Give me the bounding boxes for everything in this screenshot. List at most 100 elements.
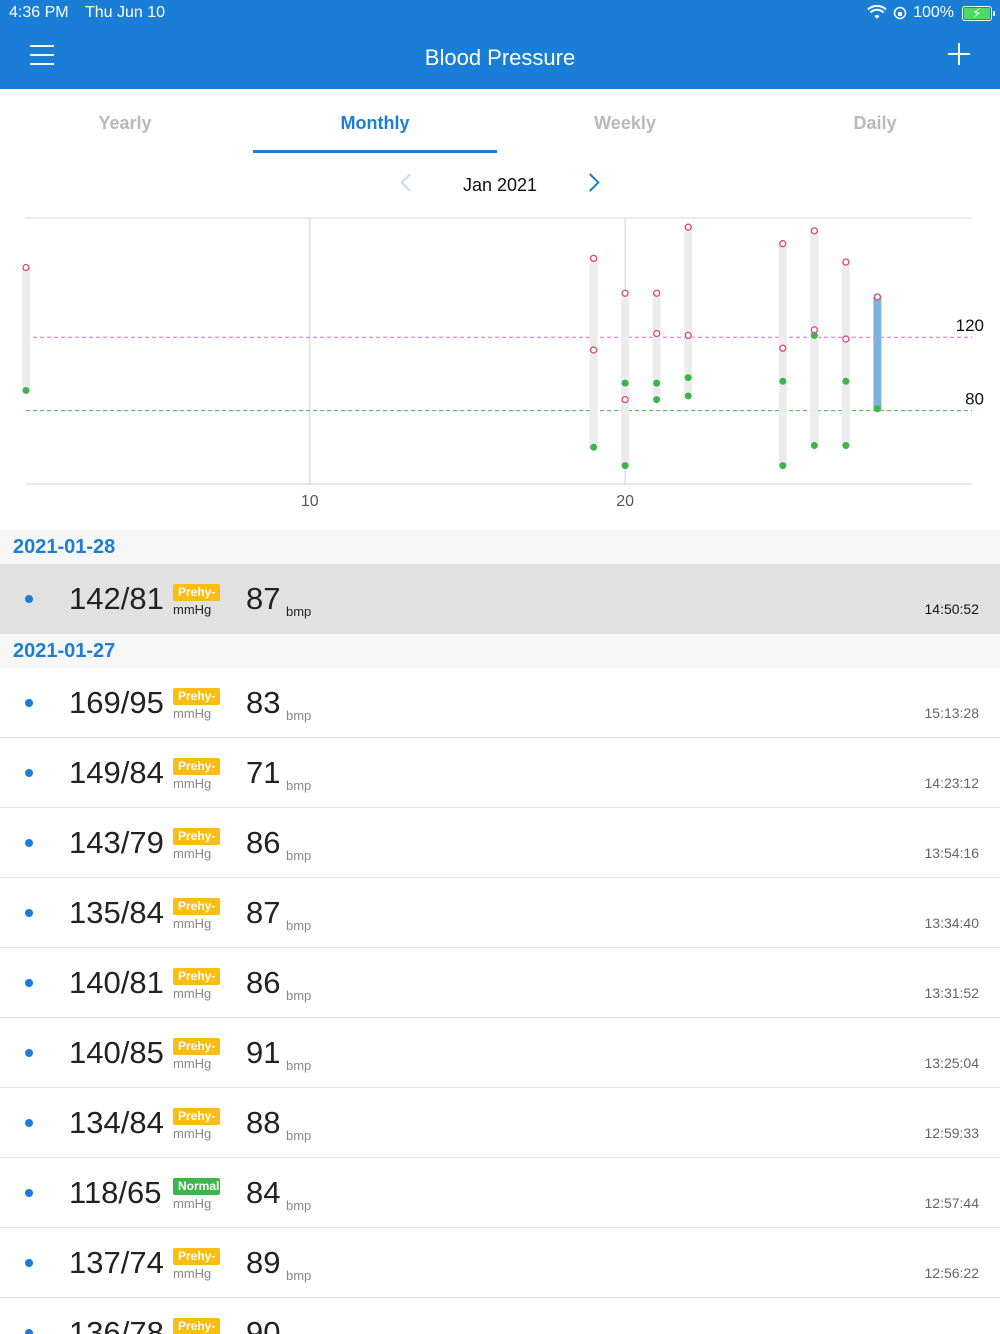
category-badge: Normal bbox=[173, 1178, 220, 1195]
bullet-dot-icon bbox=[25, 1049, 33, 1057]
chart-range-bar bbox=[684, 227, 693, 396]
reading-row[interactable]: 149/84 Prehy-mmHg 71 bmp 14:23:12 bbox=[0, 738, 1000, 808]
bp-value: 118/65 bbox=[69, 1175, 162, 1210]
chart-range-bar bbox=[873, 296, 882, 409]
category-badge: Prehy- bbox=[173, 688, 220, 705]
bp-value: 136/78 bbox=[69, 1315, 164, 1334]
reading-time: 13:25:04 bbox=[924, 1055, 980, 1071]
pulse-value: 86 bbox=[246, 825, 281, 860]
reading-row[interactable]: 140/81 Prehy-mmHg 86 bmp 13:31:52 bbox=[0, 948, 1000, 1018]
bullet-dot-icon bbox=[25, 909, 33, 917]
chart-range-bar bbox=[22, 267, 30, 391]
chart-reference-label: 120 bbox=[956, 316, 984, 335]
reading-time: 13:31:52 bbox=[924, 985, 980, 1001]
chart-range-bar bbox=[841, 262, 850, 446]
pulse-unit: bmp bbox=[286, 988, 312, 1003]
hamburger-icon[interactable] bbox=[30, 45, 54, 67]
section-date-header: 2021-01-27 bbox=[0, 634, 1000, 668]
tab-daily[interactable]: Daily bbox=[853, 113, 897, 133]
status-time: 4:36 PM bbox=[9, 4, 69, 21]
chart-systolic-point bbox=[873, 293, 882, 301]
category-badge: Prehy- bbox=[173, 1318, 220, 1334]
chart-diastolic-point bbox=[653, 379, 661, 387]
chart-x-tick-label: 10 bbox=[301, 493, 319, 510]
chart-diastolic-point bbox=[590, 443, 598, 451]
bp-unit: mmHg bbox=[173, 1196, 212, 1211]
bp-unit: mmHg bbox=[173, 846, 212, 861]
pulse-unit: bmp bbox=[286, 848, 312, 863]
chart-diastolic-point bbox=[779, 377, 787, 385]
reading-row[interactable]: 169/95 Prehy-mmHg 83 bmp 15:13:28 bbox=[0, 668, 1000, 738]
section-date-header: 2021-01-28 bbox=[0, 530, 1000, 564]
pulse-value: 90 bbox=[246, 1315, 281, 1334]
bullet-dot-icon bbox=[25, 769, 33, 777]
reading-time: 13:34:40 bbox=[924, 915, 980, 931]
bp-value: 142/81 bbox=[69, 581, 164, 616]
pulse-value: 88 bbox=[246, 1105, 281, 1140]
pulse-value: 84 bbox=[246, 1175, 281, 1210]
reading-row[interactable]: 137/74 Prehy-mmHg 89 bmp 12:56:22 bbox=[0, 1228, 1000, 1298]
tab-weekly[interactable]: Weekly bbox=[594, 113, 656, 133]
chart-diastolic-point bbox=[779, 462, 787, 470]
pulse-value: 86 bbox=[246, 965, 281, 1000]
pulse-value: 87 bbox=[246, 895, 281, 930]
bp-value: 143/79 bbox=[69, 825, 164, 860]
top-bar: 4:36 PM Thu Jun 10 100% ⚡ Blood Pressure bbox=[0, 0, 1000, 89]
category-badge: Prehy- bbox=[173, 898, 220, 915]
month-label: Jan 2021 bbox=[462, 175, 538, 195]
chart-diastolic-point bbox=[621, 462, 629, 470]
reading-row[interactable]: 135/84 Prehy-mmHg 87 bmp 13:34:40 bbox=[0, 878, 1000, 948]
pulse-unit: bmp bbox=[286, 1128, 312, 1143]
period-tabs: Yearly Monthly Weekly Daily bbox=[0, 89, 1000, 155]
reading-row[interactable]: 118/65 Normal mmHg 84 bmp 12:57:44 bbox=[0, 1158, 1000, 1228]
pulse-value: 87 bbox=[246, 581, 281, 616]
reading-row[interactable]: 142/81 Prehy-mmHg 87 bmp 14:50:52 bbox=[0, 564, 1000, 634]
status-right: 100% ⚡ bbox=[867, 4, 995, 22]
wifi-icon bbox=[867, 5, 887, 19]
chart-systolic-point bbox=[810, 326, 818, 334]
status-bar: 4:36 PM Thu Jun 10 100% ⚡ bbox=[0, 4, 1000, 24]
bp-unit: mmHg bbox=[173, 1056, 212, 1071]
chart-systolic-point bbox=[684, 331, 692, 340]
bp-unit: mmHg bbox=[173, 776, 212, 791]
reading-row[interactable]: 140/85 Prehy-mmHg 91 bmp 13:25:04 bbox=[0, 1018, 1000, 1088]
bullet-dot-icon bbox=[25, 595, 33, 603]
chart-range-bar bbox=[652, 293, 661, 400]
battery-percent: 100% bbox=[913, 4, 954, 21]
pulse-value: 83 bbox=[246, 685, 281, 720]
chart-systolic-point bbox=[810, 227, 818, 235]
chart-diastolic-point bbox=[653, 396, 661, 404]
category-badge: Prehy- bbox=[173, 1108, 220, 1125]
bp-value: 169/95 bbox=[69, 685, 164, 720]
chart-systolic-point bbox=[589, 346, 598, 354]
reading-time: 12:57:44 bbox=[924, 1195, 980, 1211]
tab-yearly[interactable]: Yearly bbox=[98, 113, 152, 133]
chart-systolic-point bbox=[589, 254, 598, 263]
reading-row[interactable]: 134/84 Prehy-mmHg 88 bmp 12:59:33 bbox=[0, 1088, 1000, 1158]
chart-diastolic-point bbox=[621, 379, 629, 387]
bullet-dot-icon bbox=[25, 979, 33, 987]
category-badge: Prehy- bbox=[173, 758, 220, 775]
bp-unit: mmHg bbox=[173, 986, 212, 1001]
bullet-dot-icon bbox=[25, 1119, 33, 1127]
bp-value: 140/85 bbox=[69, 1035, 164, 1070]
pulse-unit: bmp bbox=[286, 708, 312, 723]
bp-unit: mmHg bbox=[173, 1266, 212, 1281]
bullet-dot-icon bbox=[25, 839, 33, 847]
reading-time: 14:50:52 bbox=[924, 601, 980, 617]
plus-icon[interactable] bbox=[948, 43, 970, 65]
chart-systolic-point bbox=[842, 258, 850, 266]
reading-time: 14:23:12 bbox=[924, 775, 980, 791]
pulse-unit: bmp bbox=[286, 1198, 312, 1213]
category-badge: Prehy- bbox=[173, 968, 220, 985]
chart-systolic-point bbox=[684, 223, 692, 231]
bp-unit: mmHg bbox=[173, 1126, 212, 1141]
reading-row[interactable]: 143/79 Prehy-mmHg 86 bmp 13:54:16 bbox=[0, 808, 1000, 878]
reading-time: 12:59:33 bbox=[924, 1125, 980, 1141]
tab-monthly[interactable]: Monthly bbox=[250, 89, 500, 155]
bp-value: 149/84 bbox=[69, 755, 164, 790]
chart-systolic-point bbox=[22, 263, 30, 272]
chart-systolic-point bbox=[779, 240, 787, 248]
blood-pressure-chart[interactable]: 10 20 120 80 bbox=[0, 210, 1000, 520]
